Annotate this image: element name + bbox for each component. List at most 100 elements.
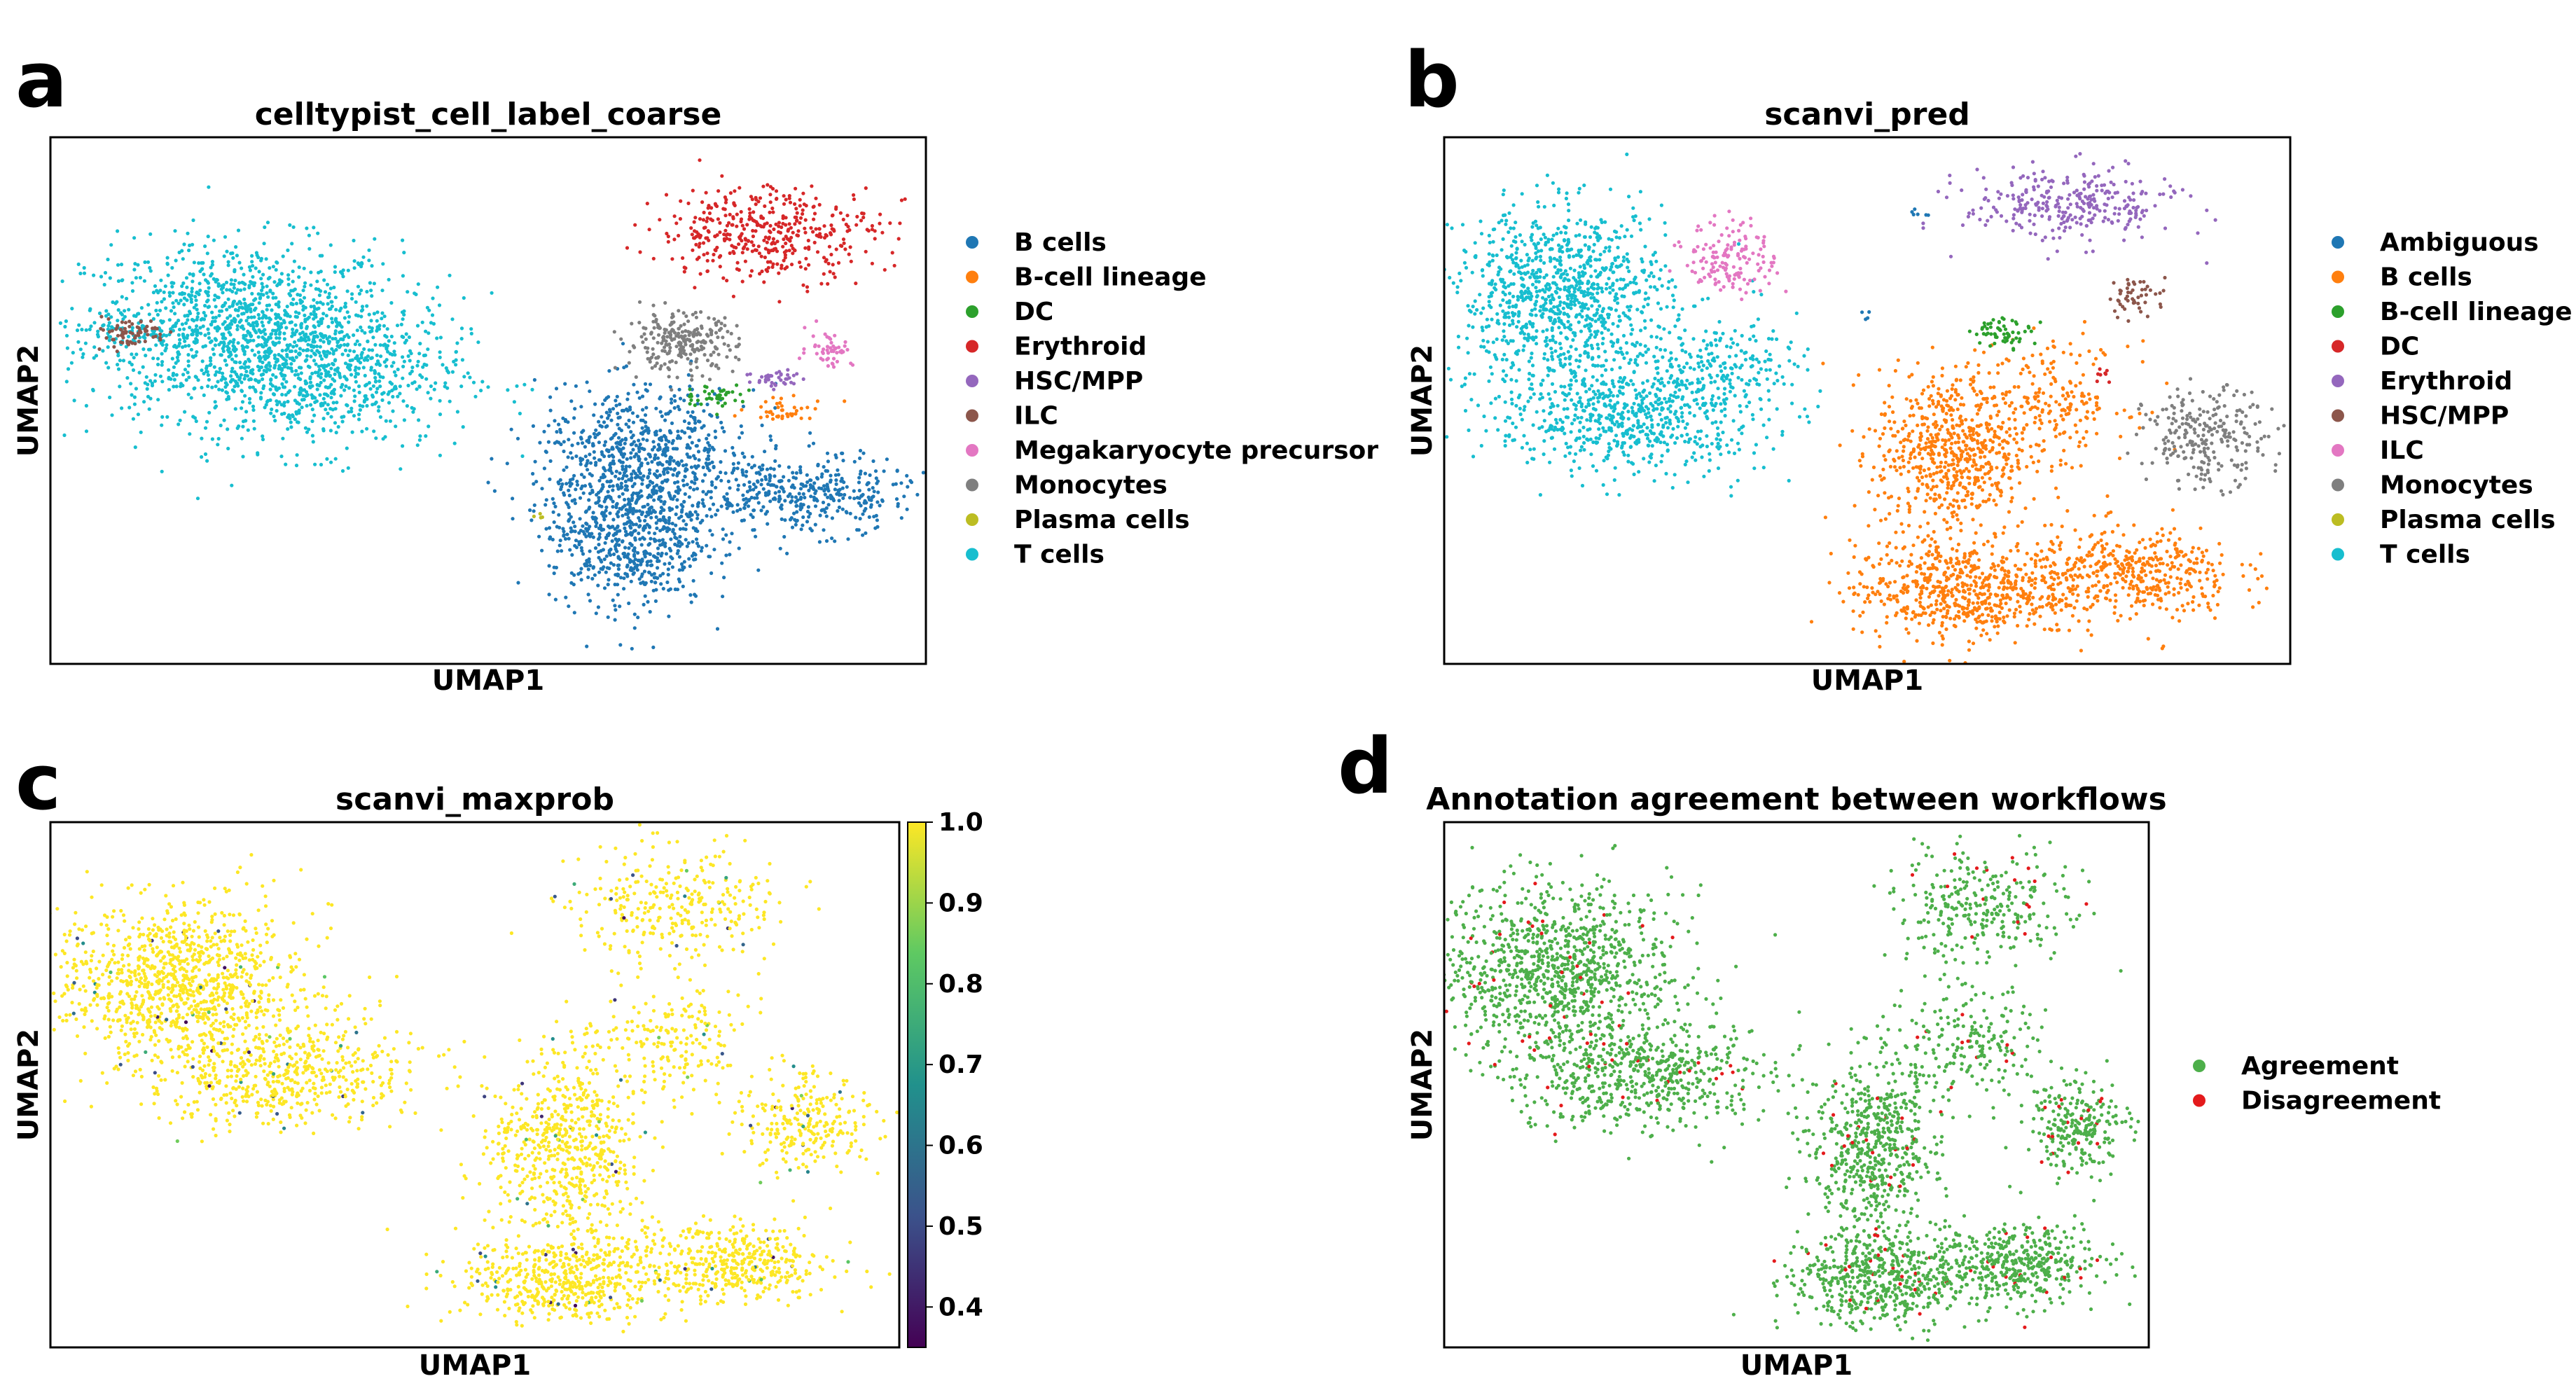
point-a-t-cells (345, 377, 349, 382)
point-a-t-cells (293, 373, 298, 377)
point-a-t-cells (234, 291, 238, 295)
point-a-t-cells (445, 368, 450, 373)
point-b-t-cells (1472, 372, 1476, 376)
point-a-t-cells (110, 413, 114, 417)
point-a-t-cells (331, 408, 335, 412)
point-a-b-cells (648, 382, 653, 387)
point-a-b-cells (637, 438, 641, 443)
point-a-megakaryocyte-precursor (849, 361, 853, 366)
point-a-hsc-mpp (772, 387, 776, 391)
point-a-b-cells (602, 518, 607, 522)
point-a-t-cells (307, 427, 311, 431)
point-a-b-cells (663, 454, 668, 458)
point-a-erythroid (836, 261, 841, 265)
point-a-b-cells (752, 496, 757, 500)
point-a-b-cells (757, 490, 761, 494)
point-a-t-cells (304, 339, 308, 343)
point-a-t-cells (291, 269, 295, 274)
point-a-t-cells (370, 356, 374, 360)
point-a-t-cells (318, 345, 322, 349)
point-a-b-cells (624, 533, 628, 537)
point-a-t-cells (356, 284, 361, 289)
point-a-t-cells (353, 394, 357, 398)
point-a-t-cells (167, 291, 172, 295)
point-a-b-cells (573, 501, 578, 506)
point-a-t-cells (200, 359, 205, 363)
point-a-b-cells (603, 541, 607, 545)
point-a-t-cells (290, 242, 294, 246)
point-a-megakaryocyte-precursor (828, 346, 832, 350)
point-a-t-cells (297, 275, 301, 279)
point-a-t-cells (244, 307, 248, 311)
point-a-ilc (111, 338, 116, 342)
point-a-t-cells (189, 297, 193, 302)
point-a-b-cells (774, 444, 778, 448)
point-a-b-cells (629, 566, 633, 570)
point-a-t-cells (233, 384, 237, 389)
point-a-t-cells (374, 436, 378, 440)
point-a-b-cells (653, 599, 658, 604)
point-a-b-cells (723, 449, 728, 453)
point-a-b-cells (693, 481, 697, 485)
point-a-t-cells (330, 317, 334, 321)
point-a-t-cells (406, 383, 410, 388)
point-a-b-cells (547, 564, 551, 568)
point-a-b-cells (857, 476, 861, 480)
point-a-b-cells (631, 447, 635, 452)
point-a-t-cells (391, 394, 395, 399)
point-a-t-cells (309, 403, 313, 407)
point-a-b-cells (644, 581, 648, 585)
point-a-erythroid (864, 186, 868, 190)
point-a-b-cells (643, 413, 648, 417)
point-a-t-cells (213, 293, 217, 298)
point-a-t-cells (240, 306, 244, 310)
point-a-ilc (158, 338, 162, 342)
point-a-b-cells (663, 562, 667, 566)
point-a-t-cells (281, 254, 285, 258)
point-a-b-cells (685, 445, 689, 450)
point-a-b-cells (571, 477, 575, 481)
point-a-t-cells (72, 398, 76, 403)
point-a-t-cells (279, 454, 284, 459)
point-a-b-cells (658, 518, 663, 522)
point-a-t-cells (127, 360, 132, 365)
point-a-b-cells (699, 549, 704, 553)
point-a-t-cells (385, 335, 389, 339)
point-a-erythroid (702, 225, 707, 230)
point-a-b-cells (532, 503, 536, 508)
point-a-b-cells (611, 563, 616, 567)
point-a-t-cells (314, 334, 319, 338)
point-a-b-cells (686, 541, 691, 546)
point-a-b-cells (632, 562, 637, 566)
point-a-erythroid (768, 193, 773, 197)
point-a-t-cells (242, 352, 247, 356)
point-a-erythroid (810, 184, 814, 188)
point-a-erythroid (760, 269, 764, 274)
point-b-t-cells (1479, 219, 1483, 223)
point-a-b-cells (660, 452, 665, 457)
point-a-ilc (106, 317, 111, 321)
point-a-b-cells (632, 626, 637, 630)
point-a-t-cells (251, 263, 255, 268)
point-a-b-cells (579, 436, 583, 440)
point-a-b-cells (617, 447, 621, 451)
point-b-t-cells (1643, 326, 1647, 330)
point-a-t-cells (120, 406, 124, 410)
point-a-b-cells (670, 401, 674, 405)
point-a-b-cells (588, 525, 592, 529)
point-a-b-cells (640, 446, 644, 450)
point-a-b-cells (600, 560, 604, 564)
point-a-b-cells (635, 509, 639, 513)
point-a-b-cells (694, 537, 699, 541)
point-a-t-cells (290, 334, 294, 338)
point-a-b-cells (798, 465, 803, 469)
point-a-erythroid (672, 214, 677, 218)
point-a-monocytes (709, 353, 713, 357)
point-a-b-cells (562, 529, 566, 534)
point-a-b-cells (597, 543, 601, 547)
point-a-t-cells (186, 359, 191, 363)
point-a-erythroid (896, 237, 901, 241)
point-a-t-cells (372, 312, 377, 316)
point-a-b-cells (629, 526, 633, 530)
point-a-t-cells (271, 291, 275, 296)
